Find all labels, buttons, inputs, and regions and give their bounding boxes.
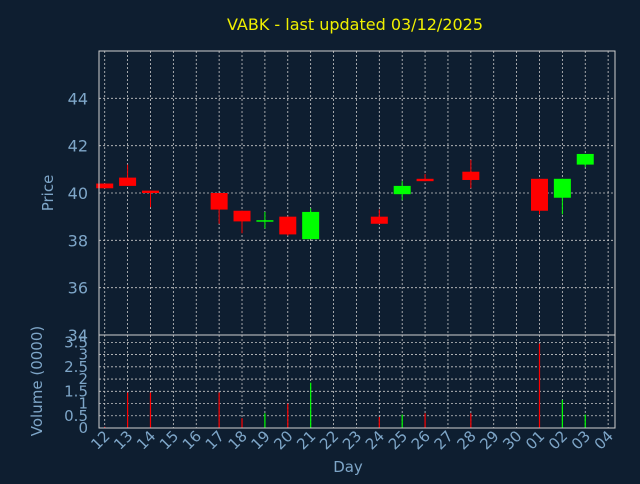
- volume-y-tick-labels: 00.511.522.533.5: [64, 333, 88, 437]
- price-y-tick-label: 42: [68, 137, 88, 156]
- candle-body: [210, 193, 228, 210]
- price-y-tick-label: 34: [68, 326, 88, 345]
- candlestick-series: [96, 153, 594, 240]
- down-candle: [279, 216, 297, 236]
- candle-body: [393, 185, 411, 195]
- down-candle: [233, 210, 251, 234]
- x-axis-label: Day: [333, 458, 363, 476]
- down-candle: [119, 164, 137, 186]
- up-candle: [302, 208, 320, 240]
- price-y-tick-label: 40: [68, 184, 88, 203]
- up-candle: [576, 153, 594, 167]
- price-y-tick-label: 36: [68, 279, 88, 298]
- down-candle: [530, 178, 548, 215]
- volume-y-tick-label: 2.5: [64, 358, 88, 376]
- candle-body: [302, 211, 320, 240]
- candle-body: [462, 171, 480, 180]
- down-candle: [141, 190, 159, 208]
- volume-gridlines: [99, 335, 615, 428]
- candle-body: [530, 178, 548, 211]
- chart-title: VABK - last updated 03/12/2025: [227, 15, 483, 34]
- volume-axis-label: Volume (0000): [28, 326, 46, 436]
- volume-y-tick-label: 0: [78, 419, 88, 437]
- candle-body: [141, 190, 159, 193]
- candle-body: [96, 183, 114, 189]
- down-candle: [416, 174, 434, 182]
- price-y-tick-labels: 36 38 40 42 44 34: [68, 89, 88, 345]
- down-candle: [210, 193, 228, 224]
- up-candle: [553, 178, 571, 215]
- candle-body: [370, 216, 388, 224]
- x-tick-labels: 1213141516171819202122232425262728293001…: [87, 427, 617, 453]
- candle-body: [279, 216, 297, 235]
- volume-y-tick-label: 0.5: [64, 407, 88, 425]
- candle-body: [119, 177, 137, 186]
- candle-body: [233, 210, 251, 222]
- up-candle: [393, 181, 411, 201]
- price-y-tick-label: 44: [68, 89, 88, 108]
- down-candle: [462, 159, 480, 189]
- volume-y-tick-label: 2: [78, 370, 88, 388]
- up-candle: [256, 211, 274, 229]
- candle-body: [256, 220, 274, 222]
- down-candle: [96, 183, 114, 189]
- volume-y-tick-label: 3.5: [64, 333, 88, 351]
- volume-y-tick-label: 1.5: [64, 382, 88, 400]
- x-tick-label: 04: [591, 427, 617, 453]
- price-y-tick-label: 38: [68, 231, 88, 250]
- price-axis-label: Price: [39, 175, 57, 212]
- candle-body: [416, 178, 434, 182]
- volume-y-tick-label: 1: [78, 395, 88, 413]
- candle-body: [553, 178, 571, 198]
- volume-y-tick-label: 3: [78, 346, 88, 364]
- down-candle: [370, 209, 388, 224]
- volume-panel-frame: [98, 334, 616, 429]
- volume-series: [104, 343, 586, 428]
- candle-body: [576, 153, 594, 165]
